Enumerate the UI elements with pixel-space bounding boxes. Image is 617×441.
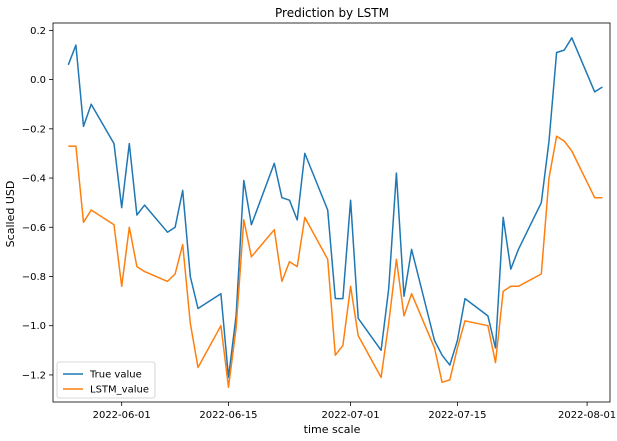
x-tick-label: 2022-06-15: [199, 410, 257, 421]
y-tick-label: −0.2: [22, 124, 46, 135]
x-tick-label: 2022-06-01: [93, 410, 151, 421]
series-line-1: [68, 135, 603, 388]
series-line-0: [67, 37, 603, 379]
y-axis-title: Scalled USD: [4, 181, 17, 248]
legend-label-0: True value: [89, 370, 142, 381]
plot-area: 0.2 0.0 −0.2 −0.4 −0.6 −0.8 −1.0 −1.2 2022-06-01…: [22, 22, 616, 421]
plot-frame: [52, 22, 611, 403]
x-tick-label: 2022-07-15: [428, 410, 486, 421]
y-tick-label: −0.6: [22, 223, 46, 234]
y-tick-label: −1.2: [22, 370, 46, 381]
y-tick-label: −0.4: [22, 174, 46, 185]
y-tick-label: 0.2: [30, 26, 46, 37]
x-axis-title: time scale: [304, 423, 361, 436]
chart-title: Prediction by LSTM: [275, 6, 389, 20]
x-tick-label: 2022-07-01: [322, 410, 380, 421]
y-tick-label: −1.0: [22, 321, 46, 332]
y-tick-label: −0.8: [22, 272, 46, 283]
x-tick-label: 2022-08-01: [558, 410, 616, 421]
legend-label-1: LSTM_value: [90, 385, 149, 396]
y-tick-label: 0.0: [30, 75, 46, 86]
legend: True value LSTM_value: [56, 361, 156, 399]
